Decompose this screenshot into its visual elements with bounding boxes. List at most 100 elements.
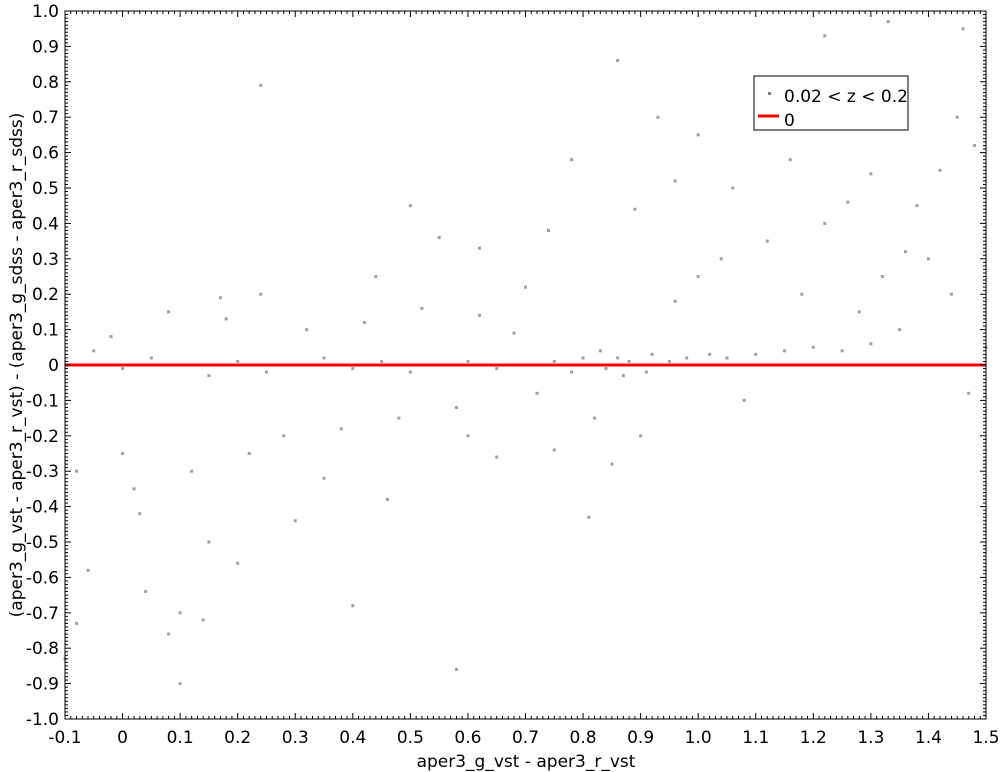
data-point-41 <box>420 306 424 310</box>
x-tick-label-13: 1.2 <box>800 728 827 748</box>
data-point-59 <box>823 221 827 225</box>
y-tick-label-15: 0.5 <box>32 179 59 199</box>
data-point-46 <box>247 452 251 455</box>
y-tick-label-16: 0.6 <box>32 144 59 164</box>
data-point-72 <box>656 115 660 119</box>
y-tick-label-0: -1.0 <box>26 710 59 730</box>
data-point-43 <box>362 321 366 325</box>
data-point-9 <box>644 370 648 374</box>
data-point-85 <box>86 568 90 572</box>
y-tick-label-5: -0.5 <box>26 533 59 553</box>
data-point-29 <box>869 342 873 346</box>
data-point-100 <box>259 292 263 296</box>
y-axis-tick-labels: -1.0 -0.9 -0.8 -0.7 -0.6 -0.5 -0.4 -0.3 -0.2 -0.1… <box>26 2 59 730</box>
data-point-11 <box>685 356 689 360</box>
data-point-48 <box>190 469 194 473</box>
data-point-44 <box>282 434 286 438</box>
x-axis-ticks <box>64 11 987 719</box>
data-point-99 <box>218 296 222 300</box>
data-point-61 <box>880 275 884 278</box>
data-point-115 <box>633 207 637 211</box>
data-point-81 <box>201 618 205 622</box>
data-point-39 <box>477 313 481 317</box>
x-tick-label-15: 1.4 <box>915 728 942 748</box>
data-point-83 <box>75 621 79 625</box>
data-point-77 <box>437 236 441 240</box>
data-point-30 <box>236 359 240 363</box>
x-tick-label-7: 0.6 <box>454 728 481 748</box>
data-point-92 <box>639 434 643 438</box>
x-tick-label-9: 0.8 <box>570 728 597 748</box>
data-point-58 <box>800 292 804 296</box>
data-point-4 <box>650 352 654 356</box>
data-point-103 <box>547 228 551 232</box>
y-tick-label-19: 0.9 <box>32 37 59 57</box>
data-point-42 <box>339 427 343 431</box>
data-point-35 <box>92 349 96 353</box>
x-tick-label-16: 1.5 <box>972 728 999 748</box>
data-point-82 <box>167 632 171 636</box>
data-point-36 <box>535 391 539 395</box>
data-point-24 <box>351 367 355 371</box>
legend-label-scatter: 0.02 < z < 0.2 <box>784 87 908 107</box>
data-point-45 <box>305 328 309 332</box>
y-tick-label-9: -0.1 <box>26 391 59 411</box>
data-point-64 <box>938 168 942 172</box>
data-point-22 <box>380 359 384 363</box>
data-point-56 <box>742 398 746 402</box>
y-tick-label-18: 0.8 <box>32 73 59 93</box>
data-point-57 <box>765 239 769 243</box>
data-point-26 <box>840 349 844 353</box>
data-point-96 <box>138 512 142 516</box>
data-point-17 <box>466 359 470 363</box>
y-tick-label-6: -0.4 <box>26 498 59 518</box>
y-tick-label-13: 0.3 <box>32 250 59 270</box>
data-point-97 <box>121 452 125 455</box>
data-point-86 <box>144 590 148 594</box>
data-point-8 <box>598 349 602 353</box>
data-point-73 <box>616 59 620 63</box>
data-point-102 <box>477 246 481 250</box>
data-point-69 <box>823 34 827 38</box>
data-point-0 <box>627 359 631 363</box>
data-point-20 <box>408 370 412 374</box>
x-tick-label-8: 0.7 <box>512 728 539 748</box>
data-point-95 <box>293 519 297 523</box>
data-point-54 <box>696 275 700 278</box>
x-tick-label-4: 0.3 <box>282 728 309 748</box>
data-point-105 <box>788 158 792 162</box>
data-point-63 <box>915 204 919 208</box>
data-point-106 <box>846 200 850 204</box>
data-point-7 <box>621 374 625 378</box>
y-tick-label-12: 0.2 <box>32 285 59 305</box>
data-point-91 <box>610 462 614 466</box>
data-point-65 <box>955 115 959 119</box>
y-tick-label-10: 0 <box>48 356 59 376</box>
data-point-119 <box>207 540 211 544</box>
data-point-107 <box>926 257 930 261</box>
y-tick-label-2: -0.8 <box>26 639 59 659</box>
data-point-12 <box>552 359 556 363</box>
data-point-104 <box>731 186 735 190</box>
data-point-80 <box>178 611 182 615</box>
data-point-15 <box>725 356 729 360</box>
data-point-90 <box>587 515 591 519</box>
data-point-94 <box>495 455 499 459</box>
data-point-87 <box>236 561 240 565</box>
data-point-6 <box>667 359 671 363</box>
data-point-40 <box>397 416 401 420</box>
y-tick-label-3: -0.7 <box>26 604 59 624</box>
x-axis-tick-labels: -0.1 0 0.1 0.2 0.3 0.4 0.5 0.6 0.7 0.8 0.9 1.0 1.1 1.… <box>48 728 999 748</box>
x-tick-label-14: 1.3 <box>857 728 884 748</box>
data-point-47 <box>224 317 228 321</box>
data-point-110 <box>949 292 953 296</box>
x-tick-label-10: 0.9 <box>627 728 654 748</box>
data-point-21 <box>783 349 787 353</box>
data-point-14 <box>708 352 712 356</box>
data-point-38 <box>454 405 458 409</box>
data-point-1 <box>616 356 620 360</box>
data-point-10 <box>570 370 574 374</box>
data-point-66 <box>972 144 976 148</box>
y-tick-label-8: -0.2 <box>26 427 59 447</box>
